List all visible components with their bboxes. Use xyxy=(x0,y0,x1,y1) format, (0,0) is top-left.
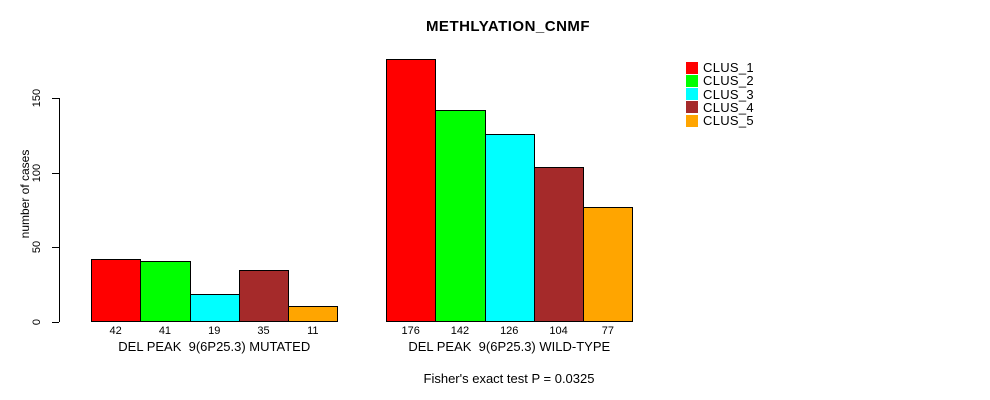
legend-row: CLUS_1 xyxy=(686,61,754,74)
bar-value-label: 104 xyxy=(549,325,568,337)
bar-clus_5-group1 xyxy=(288,305,339,322)
bar-value-label: 11 xyxy=(307,325,319,337)
legend-swatch-clus_4 xyxy=(686,101,698,114)
bar-clus_4-group1 xyxy=(238,269,290,322)
fisher-test-annotation: Fisher's exact test P = 0.0325 xyxy=(423,371,595,386)
y-axis-tick-label: 100 xyxy=(31,163,43,182)
y-axis-line xyxy=(59,98,60,322)
legend-label: CLUS_5 xyxy=(703,113,754,129)
legend-swatch-clus_5 xyxy=(686,114,698,127)
bar-clus_4-group2 xyxy=(533,166,585,322)
y-axis-tick xyxy=(52,247,59,249)
y-axis-tick-label: 150 xyxy=(31,88,43,108)
group-label: DEL PEAK 9(6P25.3) WILD-TYPE xyxy=(408,339,611,354)
group-label: DEL PEAK 9(6P25.3) MUTATED xyxy=(118,339,311,354)
bar-clus_2-group1 xyxy=(140,260,191,322)
bar-value-label: 35 xyxy=(257,325,270,337)
bar-value-label: 176 xyxy=(401,325,420,337)
bar-clus_3-group2 xyxy=(484,133,535,322)
legend-row: CLUS_2 xyxy=(686,74,754,87)
y-axis-tick xyxy=(52,172,59,174)
y-axis-tick xyxy=(52,98,59,99)
legend-row: CLUS_4 xyxy=(686,101,754,114)
bar-clus_2-group2 xyxy=(435,109,486,322)
bar-clus_1-group2 xyxy=(386,59,437,322)
y-axis-tick-label: 0 xyxy=(31,318,43,326)
bar-value-label: 77 xyxy=(601,325,614,337)
legend-row: CLUS_3 xyxy=(686,88,754,101)
bar-value-label: 41 xyxy=(158,325,172,337)
bar-value-label: 126 xyxy=(500,325,519,337)
bar-clus_3-group1 xyxy=(189,293,240,322)
y-axis-tick-label: 50 xyxy=(31,241,43,254)
legend-label: CLUS_2 xyxy=(703,73,754,89)
y-axis-title: number of cases xyxy=(18,149,32,239)
legend-label: CLUS_4 xyxy=(703,99,754,115)
bar-value-label: 42 xyxy=(109,325,122,337)
legend-row: CLUS_5 xyxy=(686,114,754,127)
legend-swatch-clus_1 xyxy=(686,61,698,74)
legend: CLUS_1 CLUS_2 CLUS_3 CLUS_4 CLUS_5 xyxy=(686,61,754,127)
bar-value-label: 19 xyxy=(208,325,221,337)
chart-title: METHLYATION_CNMF xyxy=(425,18,591,35)
legend-swatch-clus_3 xyxy=(686,88,698,101)
legend-swatch-clus_2 xyxy=(686,74,698,87)
bar-clus_1-group1 xyxy=(91,259,142,322)
legend-label: CLUS_3 xyxy=(703,86,754,102)
legend-label: CLUS_1 xyxy=(703,60,754,76)
y-axis-tick xyxy=(52,322,59,323)
bar-value-label: 142 xyxy=(450,325,470,337)
bar-clus_5-group2 xyxy=(583,207,634,322)
